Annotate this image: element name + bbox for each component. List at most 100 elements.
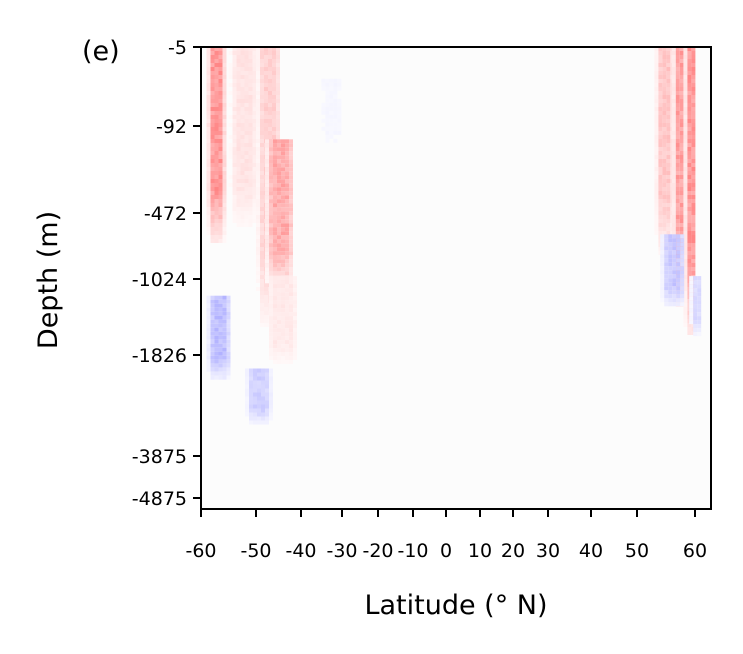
heatmap-cell <box>679 71 684 75</box>
heatmap-cell <box>236 147 241 151</box>
heatmap-cell <box>662 191 667 195</box>
heatmap-cell <box>264 115 268 119</box>
heatmap-cell <box>269 195 273 200</box>
heatmap-cell <box>679 131 684 135</box>
heatmap-cell <box>671 215 676 219</box>
heatmap-cell <box>222 315 227 320</box>
heatmap-cell <box>245 384 249 389</box>
heatmap-cell <box>226 295 231 300</box>
heatmap-cell <box>236 143 241 147</box>
heatmap-cell <box>662 127 667 131</box>
heatmap-cell <box>222 215 227 219</box>
heatmap-cell <box>214 151 219 155</box>
heatmap-cell <box>206 171 211 175</box>
heatmap-cell <box>265 239 269 244</box>
heatmap-cell <box>222 323 227 328</box>
heatmap-cell <box>252 143 257 147</box>
heatmap-cell <box>214 47 219 51</box>
heatmap-cell <box>687 107 692 111</box>
heatmap-cell <box>321 118 326 123</box>
heatmap-cell <box>697 324 702 329</box>
heatmap-cell <box>671 155 676 159</box>
heatmap-cell <box>257 420 261 425</box>
heatmap-cell <box>210 75 215 79</box>
heatmap-cell <box>261 392 265 397</box>
heatmap-cell <box>693 292 698 297</box>
heatmap-cell <box>672 258 677 263</box>
heatmap-cell <box>248 127 253 131</box>
heatmap-cell <box>687 163 692 167</box>
heatmap-cell <box>265 199 269 204</box>
heatmap-cell <box>222 143 227 147</box>
heatmap-cell <box>272 119 276 123</box>
heatmap-cell <box>252 139 257 143</box>
heatmap-cell <box>268 103 272 107</box>
heatmap-cell <box>329 118 334 123</box>
heatmap-cell <box>658 175 663 179</box>
heatmap-cell <box>265 384 269 389</box>
heatmap-cell <box>252 115 257 119</box>
heatmap-cell <box>687 267 692 271</box>
heatmap-cell <box>256 131 260 135</box>
heatmap-cell <box>253 368 257 373</box>
heatmap-cell <box>664 266 669 271</box>
heatmap-cell <box>683 131 688 135</box>
panel-label: (e) <box>82 36 120 67</box>
heatmap-cell <box>325 82 330 87</box>
heatmap-cell <box>666 227 671 231</box>
heatmap-cell <box>206 231 211 235</box>
heatmap-cell <box>679 51 684 55</box>
heatmap-cell <box>672 298 677 303</box>
heatmap-cell <box>252 55 257 59</box>
heatmap-cell <box>679 47 684 51</box>
heatmap-cell <box>683 91 688 95</box>
heatmap-cell <box>285 191 289 196</box>
heatmap-cell <box>660 246 665 251</box>
heatmap-cell <box>697 276 702 281</box>
heatmap-cell <box>679 103 684 107</box>
heatmap-cell <box>664 302 669 307</box>
heatmap-cell <box>272 91 276 95</box>
heatmap-cell <box>264 119 268 123</box>
heatmap-cell <box>289 179 293 184</box>
heatmap-cell <box>232 111 237 115</box>
heatmap-cell <box>252 103 257 107</box>
heatmap-cell <box>337 106 342 111</box>
heatmap-cell <box>281 312 285 317</box>
heatmap-cell <box>265 263 269 268</box>
heatmap-cell <box>260 175 264 179</box>
heatmap-cell <box>689 276 694 281</box>
heatmap-cell <box>293 296 297 301</box>
heatmap-cell <box>206 163 211 167</box>
heatmap-cell <box>285 336 289 341</box>
heatmap-cell <box>289 348 293 353</box>
heatmap-cell <box>285 284 289 289</box>
heatmap-cell <box>252 95 257 99</box>
heatmap-cell <box>285 219 289 224</box>
heatmap-cell <box>248 215 253 219</box>
heatmap-cell <box>679 191 684 195</box>
heatmap-cell <box>268 131 272 135</box>
heatmap-cell <box>244 91 249 95</box>
heatmap-cell <box>289 251 293 256</box>
heatmap-cell <box>277 179 281 184</box>
heatmap-cell <box>264 75 268 79</box>
heatmap-cell <box>676 254 681 259</box>
heatmap-cell <box>666 191 671 195</box>
x-tick-label: 10 <box>468 540 492 562</box>
heatmap-cell <box>293 336 297 341</box>
heatmap-cell <box>264 47 268 51</box>
heatmap-cell <box>265 203 269 208</box>
heatmap-cell <box>289 147 293 152</box>
heatmap-cell <box>658 71 663 75</box>
heatmap-cell <box>218 155 223 159</box>
heatmap-cell <box>252 83 257 87</box>
heatmap-cell <box>285 263 289 268</box>
heatmap-cell <box>210 191 215 195</box>
heatmap-cell <box>265 404 269 409</box>
heatmap-cell <box>244 115 249 119</box>
heatmap-cell <box>244 71 249 75</box>
heatmap-cell <box>232 167 237 171</box>
heatmap-cell <box>206 83 211 87</box>
heatmap-cell <box>269 143 273 148</box>
